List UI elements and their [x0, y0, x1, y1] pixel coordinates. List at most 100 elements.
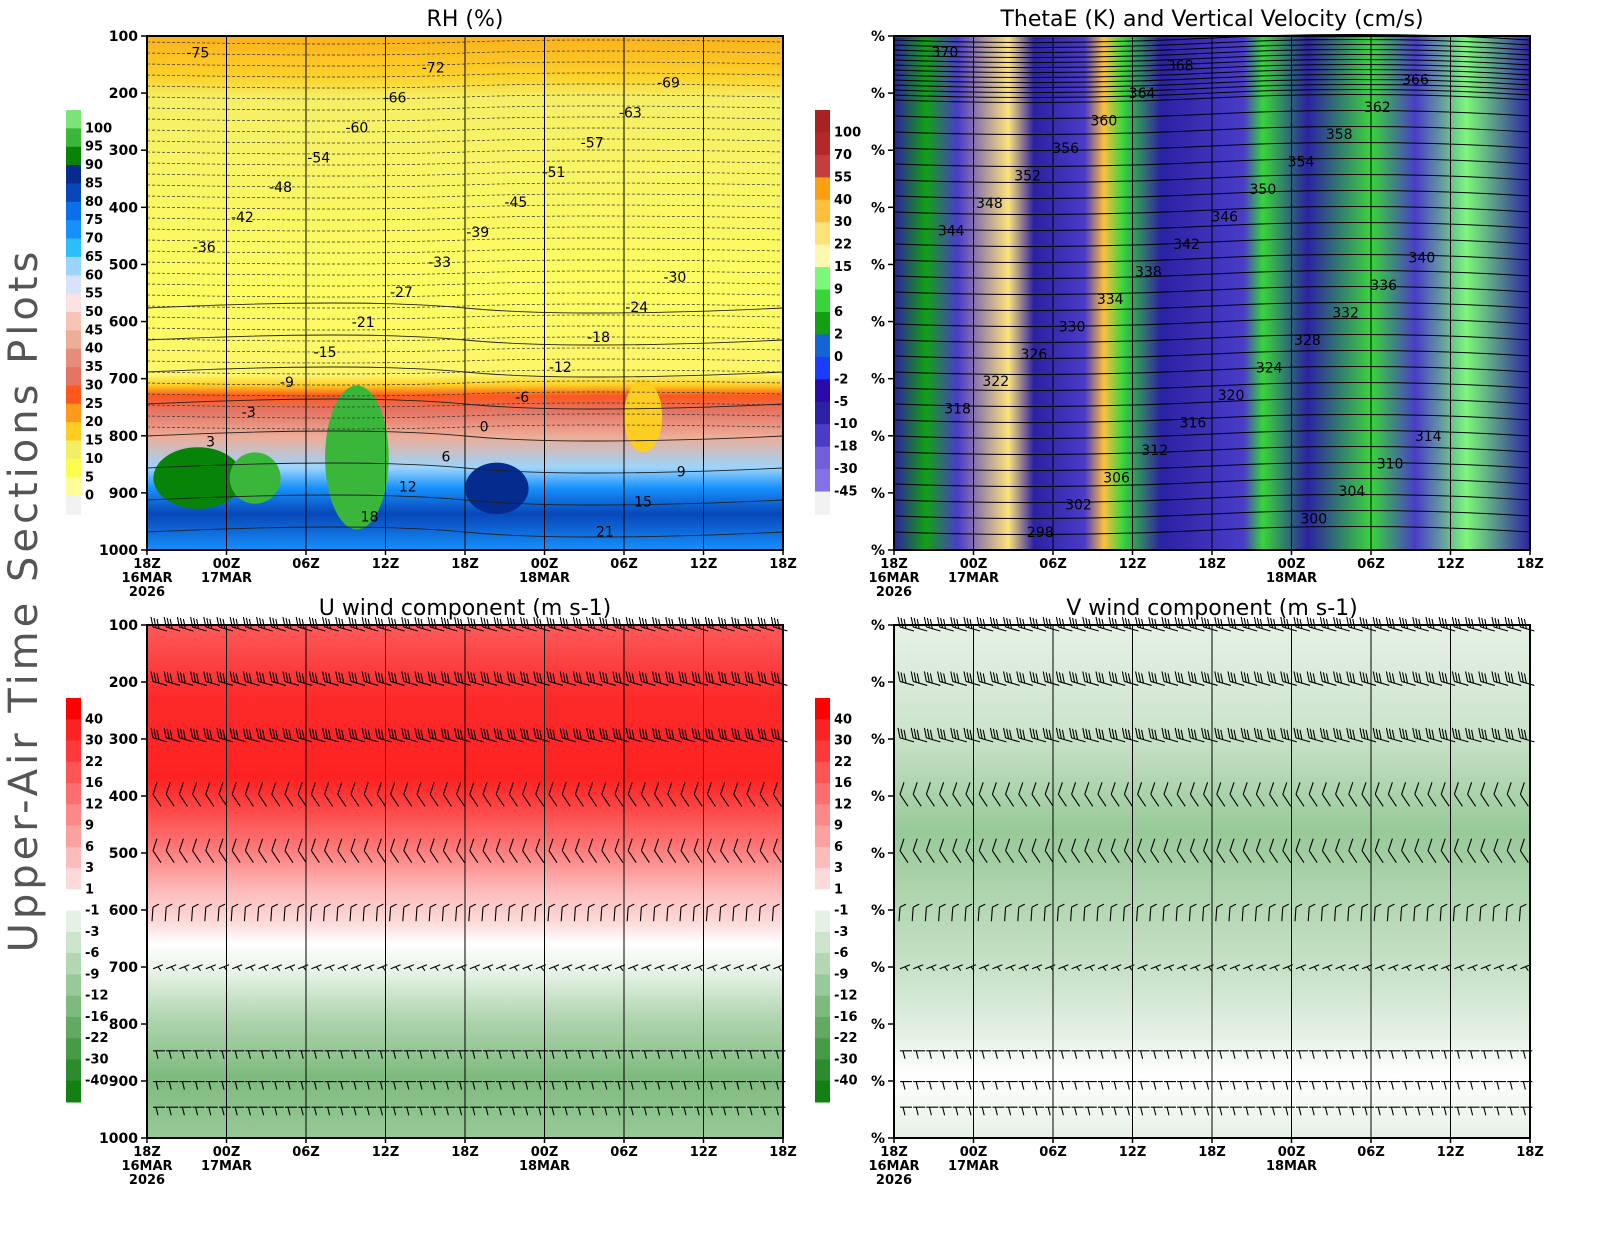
wind-barb — [1029, 616, 1047, 632]
wind-barb — [1309, 1081, 1322, 1090]
wind-barb — [480, 671, 498, 686]
colorbar-label: 9 — [85, 819, 94, 834]
wind-barb — [403, 1106, 416, 1116]
colorbar-swatch — [815, 1016, 830, 1039]
wind-barb — [641, 1081, 654, 1090]
y-tick-label: 1000 — [99, 1131, 138, 1147]
wind-barb — [203, 671, 220, 686]
wind-barb — [1044, 782, 1054, 807]
wind-barb — [1203, 1106, 1216, 1116]
wind-barb — [152, 964, 164, 972]
wind-barb — [535, 838, 545, 864]
contour-label: 346 — [1211, 210, 1238, 226]
wind-barb — [625, 727, 643, 743]
colorbar-swatch — [66, 293, 81, 313]
wind-barb — [1295, 782, 1305, 807]
wind-barb — [586, 727, 603, 743]
wind-barb — [1269, 1081, 1282, 1090]
wind-barb — [493, 671, 511, 686]
rh-cell — [624, 380, 663, 453]
colorbar-label: 55 — [85, 287, 103, 302]
wind-barb — [760, 1106, 773, 1116]
colorbar-swatch — [66, 698, 81, 720]
wind-barb — [440, 671, 458, 686]
y-tick-label: 100 — [109, 618, 138, 634]
wind-barb — [1362, 1050, 1374, 1059]
wind-barb — [456, 838, 466, 864]
y-tick-label: % — [871, 143, 885, 159]
wind-barb — [1494, 1081, 1506, 1090]
wind-barb — [1400, 903, 1408, 922]
wind-barb — [416, 838, 426, 864]
wind-barb — [1425, 727, 1443, 743]
wind-barb — [681, 1050, 693, 1059]
wind-barb — [430, 1081, 443, 1090]
wind-barb — [256, 727, 273, 743]
wind-barb-row — [150, 671, 788, 686]
wind-barb — [403, 782, 413, 807]
wind-barb — [192, 1106, 205, 1116]
wind-barb — [665, 727, 682, 743]
panel-vwind: V wind component (m s-1) 18Z 00Z 06Z 12Z 18Z 0… — [815, 596, 1544, 1188]
wind-barb — [284, 964, 296, 972]
wind-barb — [166, 1081, 179, 1090]
contour-label: 306 — [1103, 470, 1130, 486]
colorbar-label: -22 — [85, 1031, 109, 1046]
temperature-contour — [146, 61, 784, 67]
colorbar-swatch — [66, 868, 81, 890]
wind-barb-row — [900, 1106, 1533, 1116]
wind-barb — [1401, 1050, 1414, 1059]
wind-barb — [1176, 782, 1186, 807]
wind-barb — [298, 1050, 311, 1059]
y-tick-label: % — [871, 429, 885, 445]
wind-barb — [1493, 964, 1505, 972]
wind-barb — [245, 964, 256, 972]
wind-barb — [1361, 782, 1371, 807]
wind-barb — [1175, 903, 1184, 922]
colorbar-label: -2 — [834, 372, 848, 387]
wind-barb — [1254, 903, 1263, 922]
wind-barb — [348, 616, 366, 632]
wind-barb — [1504, 616, 1522, 632]
colorbar-swatch — [815, 995, 830, 1018]
wind-barb — [1202, 903, 1210, 922]
wind-barb — [361, 671, 379, 686]
colorbar-swatch — [66, 458, 81, 478]
wind-barb — [1201, 671, 1218, 686]
colorbar-label: 9 — [834, 283, 843, 298]
wind-barb — [522, 1081, 535, 1090]
wind-barb — [1425, 671, 1443, 686]
colorbar-swatch — [815, 110, 830, 133]
wind-barb — [1451, 616, 1469, 632]
contour-label: 330 — [1059, 319, 1086, 335]
wind-barb — [509, 1050, 522, 1059]
wind-barb — [1348, 1081, 1361, 1090]
wind-barb — [899, 838, 909, 864]
colorbar-label: 60 — [85, 268, 103, 283]
wind-barb — [351, 1106, 363, 1116]
wind-barb — [1071, 838, 1081, 864]
wind-barb — [1441, 1050, 1454, 1059]
contour-label: -33 — [428, 255, 451, 271]
wind-barb — [1478, 727, 1495, 743]
wind-barb — [533, 616, 550, 632]
wind-barb — [153, 1081, 165, 1090]
contour-label: 3 — [206, 435, 215, 451]
temperature-contour — [146, 347, 784, 353]
wind-barb — [469, 782, 479, 807]
wind-barb — [1507, 1106, 1520, 1116]
contour-label: -27 — [390, 285, 413, 301]
wind-barb — [363, 782, 373, 807]
wind-barb — [1148, 727, 1165, 743]
wind-barb — [1293, 727, 1311, 743]
temperature-contour — [146, 105, 784, 111]
wind-barb — [401, 727, 418, 743]
wind-barb — [1319, 727, 1337, 743]
wind-barb — [165, 838, 175, 864]
x-tick-label: 18Z — [769, 557, 797, 572]
wind-barb — [770, 727, 788, 743]
wind-barb — [509, 1081, 522, 1090]
wind-barb — [1308, 964, 1320, 972]
wind-barb — [654, 1050, 667, 1059]
wind-barb — [773, 964, 784, 972]
